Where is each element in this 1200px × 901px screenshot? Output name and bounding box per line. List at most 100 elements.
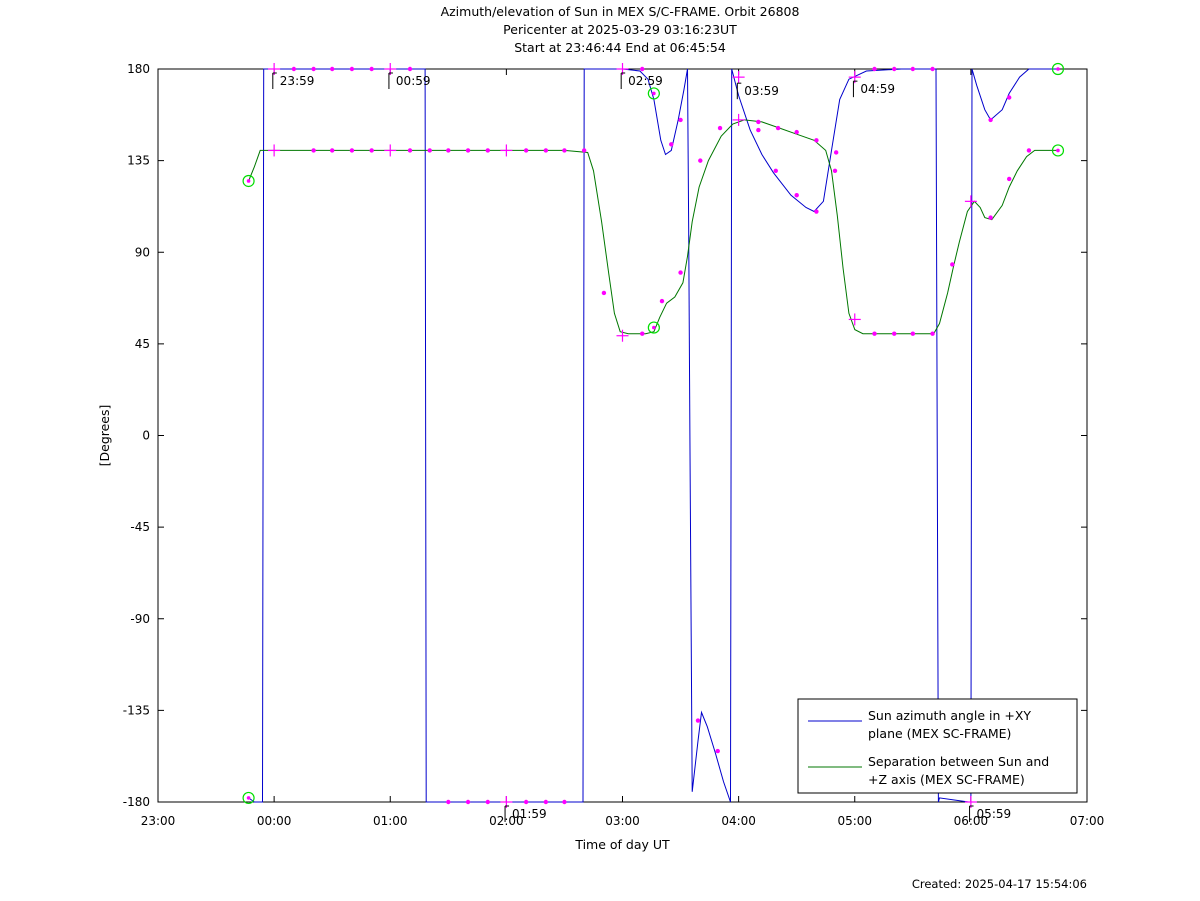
azimuth-dot: [832, 168, 838, 174]
separation-dot: [717, 125, 723, 131]
x-tick-label: 05:00: [837, 814, 872, 828]
separation-dot: [814, 138, 819, 143]
time-mark-label: 00:59: [396, 74, 431, 88]
separation-dot: [581, 148, 587, 153]
azimuth-dot: [349, 66, 355, 72]
azimuth-dot: [715, 748, 720, 754]
separation-dot: [910, 331, 916, 336]
separation-dot: [659, 298, 665, 304]
time-mark-label: 02:59: [628, 74, 663, 88]
azimuth-dot: [329, 66, 335, 72]
hour-cross: [268, 144, 281, 157]
separation-dot: [698, 158, 703, 163]
azimuth-dot: [446, 799, 451, 805]
x-tick-label: 04:00: [721, 814, 756, 828]
azimuth-dot: [794, 193, 799, 198]
separation-dot: [640, 331, 645, 336]
separation-dot: [1026, 148, 1032, 153]
chart-subtitle-pericenter: Pericenter at 2025-03-29 03:16:23UT: [503, 22, 737, 37]
x-tick-label: 00:00: [257, 814, 292, 828]
time-mark-label: 04:59: [860, 82, 895, 96]
hour-cross: [732, 113, 745, 126]
created-timestamp: Created: 2025-04-17 15:54:06: [911, 877, 1087, 891]
separation-dot: [775, 125, 781, 131]
y-tick-label: 45: [135, 337, 150, 351]
azimuth-dot: [562, 799, 567, 805]
separation-dot: [311, 148, 316, 153]
azimuth-series-line: [248, 68, 1058, 803]
separation-dot: [446, 148, 451, 153]
event-circle: [647, 87, 660, 100]
separation-dot: [562, 148, 567, 153]
time-mark-label: 23:59: [280, 74, 315, 88]
event-circle-center: [1056, 148, 1060, 153]
hour-cross: [616, 329, 629, 342]
azimuth-dot: [756, 127, 761, 133]
separation-dot: [872, 331, 877, 336]
time-mark-label: 05:59: [977, 807, 1012, 821]
x-tick-label: 02:00: [489, 814, 524, 828]
separation-dot: [427, 148, 432, 153]
x-tick-label: 01:00: [373, 814, 408, 828]
y-tick-label: 90: [135, 245, 150, 259]
separation-dot: [1006, 176, 1012, 182]
legend-label: Sun azimuth angle in +XY: [868, 708, 1031, 723]
legend-label: Separation between Sun and: [868, 754, 1049, 769]
azimuth-dot: [523, 799, 529, 805]
time-mark: 23:59: [272, 72, 315, 89]
azimuth-dot: [291, 66, 297, 72]
y-axis-label: [Degrees]: [97, 405, 112, 467]
time-mark-label: 03:59: [744, 84, 779, 98]
azimuth-dot: [465, 799, 471, 805]
separation-dot: [756, 119, 761, 125]
event-circle: [242, 174, 255, 188]
azimuth-dot: [892, 66, 897, 72]
event-circle-center: [1056, 67, 1060, 71]
separation-dot: [930, 331, 935, 336]
azimuth-dot: [543, 799, 549, 805]
event-circle: [647, 321, 660, 334]
y-tick-label: -45: [130, 520, 150, 534]
legend-label: +Z axis (MEX SC-FRAME): [868, 772, 1025, 787]
event-circle: [1051, 62, 1065, 76]
azimuth-dot: [1006, 95, 1012, 100]
hour-cross: [964, 195, 977, 208]
y-tick-label: 180: [127, 62, 150, 76]
x-tick-label: 03:00: [605, 814, 640, 828]
azimuth-dot: [407, 66, 413, 72]
chart-subtitle-start-end: Start at 23:46:44 End at 06:45:54: [514, 40, 726, 55]
y-tick-label: 135: [127, 154, 150, 168]
separation-dot: [794, 129, 799, 135]
legend-label: plane (MEX SC-FRAME): [868, 726, 1011, 741]
x-tick-label: 06:00: [954, 814, 989, 828]
separation-dot: [465, 148, 471, 153]
time-mark: 04:59: [852, 80, 895, 98]
x-axis-label: Time of day UT: [574, 837, 670, 852]
hour-cross: [848, 313, 861, 326]
y-tick-label: -180: [123, 795, 150, 809]
legend-box: [797, 698, 1078, 794]
azimuth-dot: [485, 799, 490, 805]
hour-cross: [500, 144, 513, 157]
azimuth-dot: [640, 66, 645, 72]
y-tick-label: 0: [142, 429, 150, 443]
azimuth-dot: [311, 66, 316, 72]
time-mark-label: 01:59: [512, 807, 547, 821]
separation-dot: [329, 148, 335, 153]
separation-dot: [543, 148, 549, 153]
time-mark: 00:59: [388, 72, 431, 89]
azimuth-dot: [988, 117, 993, 123]
azimuth-dot: [369, 66, 374, 72]
separation-dot: [407, 148, 413, 153]
azimuth-dot: [814, 209, 819, 214]
hour-cross: [732, 71, 745, 84]
separation-dot: [988, 215, 993, 220]
azimuth-dot: [678, 117, 683, 123]
separation-dot: [601, 290, 607, 296]
separation-dot: [678, 270, 683, 275]
separation-dot: [950, 262, 955, 267]
azimuth-dot: [910, 66, 916, 72]
chart-title: Azimuth/elevation of Sun in MEX S/C-FRAM…: [440, 4, 800, 19]
event-circle: [242, 791, 255, 805]
separation-dot: [523, 148, 529, 153]
